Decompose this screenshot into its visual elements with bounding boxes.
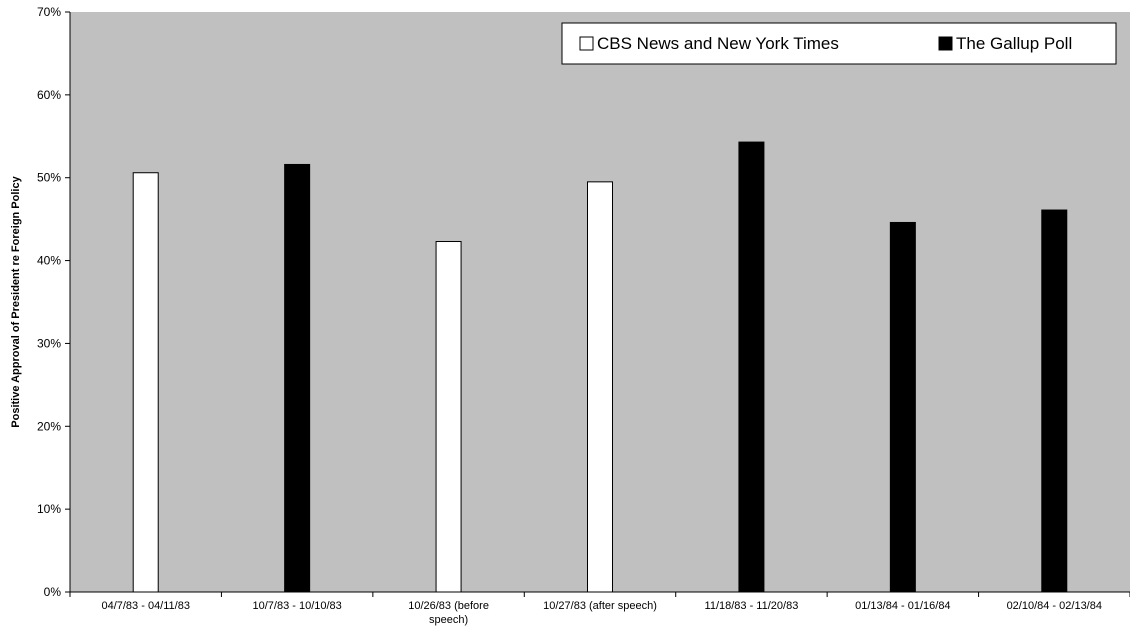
legend-label-gallup: The Gallup Poll <box>956 34 1072 53</box>
x-tick-label: 01/13/84 - 01/16/84 <box>855 600 950 612</box>
y-tick-label: 30% <box>37 336 61 350</box>
legend-swatch-gallup <box>938 36 953 51</box>
y-tick-label: 40% <box>37 254 61 268</box>
bar <box>587 181 613 593</box>
legend-swatch-cbs <box>579 36 594 51</box>
y-tick-label: 70% <box>37 5 61 19</box>
x-tick-label: 11/18/83 - 11/20/83 <box>705 600 799 612</box>
bars <box>132 141 1068 593</box>
x-tick-label: 10/26/83 (before speech) <box>408 600 489 626</box>
bar <box>132 172 159 593</box>
bar <box>738 141 765 593</box>
x-tick-label: 02/10/84 - 02/13/84 <box>1007 600 1102 612</box>
bar <box>1041 209 1068 593</box>
legend: CBS News and New York Times The Gallup P… <box>561 22 1117 65</box>
y-tick-label: 10% <box>37 502 61 516</box>
y-tick-label: 50% <box>37 171 61 185</box>
x-tick-label: 10/27/83 (after speech) <box>543 600 657 612</box>
y-tick-label: 0% <box>44 585 62 599</box>
bar <box>284 163 311 593</box>
legend-box <box>561 22 1117 65</box>
bar <box>435 241 462 593</box>
x-tick-label: 04/7/83 - 04/11/83 <box>101 600 189 612</box>
y-axis-ticks: 0% 10% 20% 30% 40% 50% 60% 70% <box>37 5 70 599</box>
y-axis-label: Positive Approval of President re Foreig… <box>10 175 22 427</box>
x-axis-ticks: 04/7/83 - 04/11/83 10/7/83 - 10/10/83 10/2… <box>69 592 1130 626</box>
y-tick-label: 60% <box>37 88 61 102</box>
legend-label-cbs: CBS News and New York Times <box>597 34 839 53</box>
x-tick-label: 10/7/83 - 10/10/83 <box>252 600 341 612</box>
y-tick-label: 20% <box>37 419 61 433</box>
bar <box>889 221 916 593</box>
